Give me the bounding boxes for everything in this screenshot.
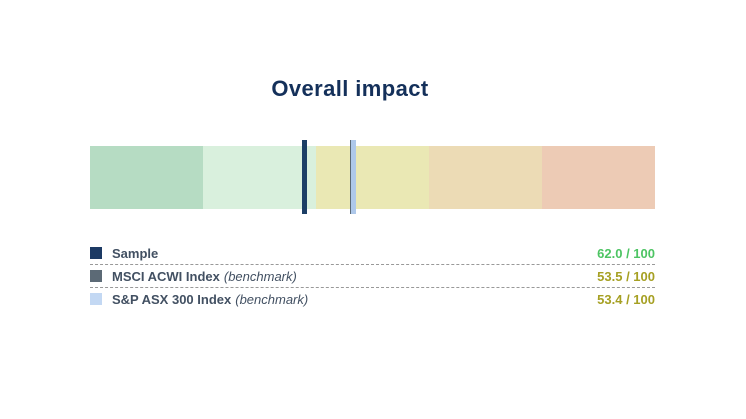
series-name: MSCI ACWI Index (112, 268, 220, 284)
series-label: MSCI ACWI Index (benchmark) (112, 269, 297, 284)
scale-band (90, 146, 203, 209)
sample-marker (302, 140, 308, 214)
s-p-asx-300-index-marker (350, 140, 356, 214)
marker-layer (90, 140, 655, 214)
series-value: 53.5 / 100 (597, 268, 655, 284)
sp-asx-300-swatch (90, 293, 102, 305)
series-name: S&P ASX 300 Index (112, 291, 232, 307)
sample-swatch (90, 247, 102, 259)
series-label: S&P ASX 300 Index (benchmark) (112, 292, 308, 307)
chart-title: Overall impact (271, 76, 429, 101)
series-value: 53.4 / 100 (597, 291, 655, 307)
legend: Sample 62.0 / 100 MSCI ACWI Index (benchm… (90, 242, 655, 310)
legend-row-sp-asx-300: S&P ASX 300 Index (benchmark) 53.4 / 100 (90, 288, 655, 310)
msci-acwi-swatch (90, 270, 102, 282)
series-name: Sample (112, 245, 159, 261)
scale-band (316, 146, 429, 209)
series-label: Sample (112, 246, 162, 261)
legend-row-sample: Sample 62.0 / 100 (90, 242, 655, 265)
impact-scale-bar (90, 146, 655, 209)
legend-row-msci-acwi: MSCI ACWI Index (benchmark) 53.5 / 100 (90, 265, 655, 288)
series-qualifier: (benchmark) (223, 268, 297, 284)
series-qualifier: (benchmark) (235, 291, 309, 307)
series-value: 62.0 / 100 (597, 245, 655, 261)
scale-band (542, 146, 655, 209)
scale-band (429, 146, 542, 209)
scale-band (203, 146, 316, 209)
